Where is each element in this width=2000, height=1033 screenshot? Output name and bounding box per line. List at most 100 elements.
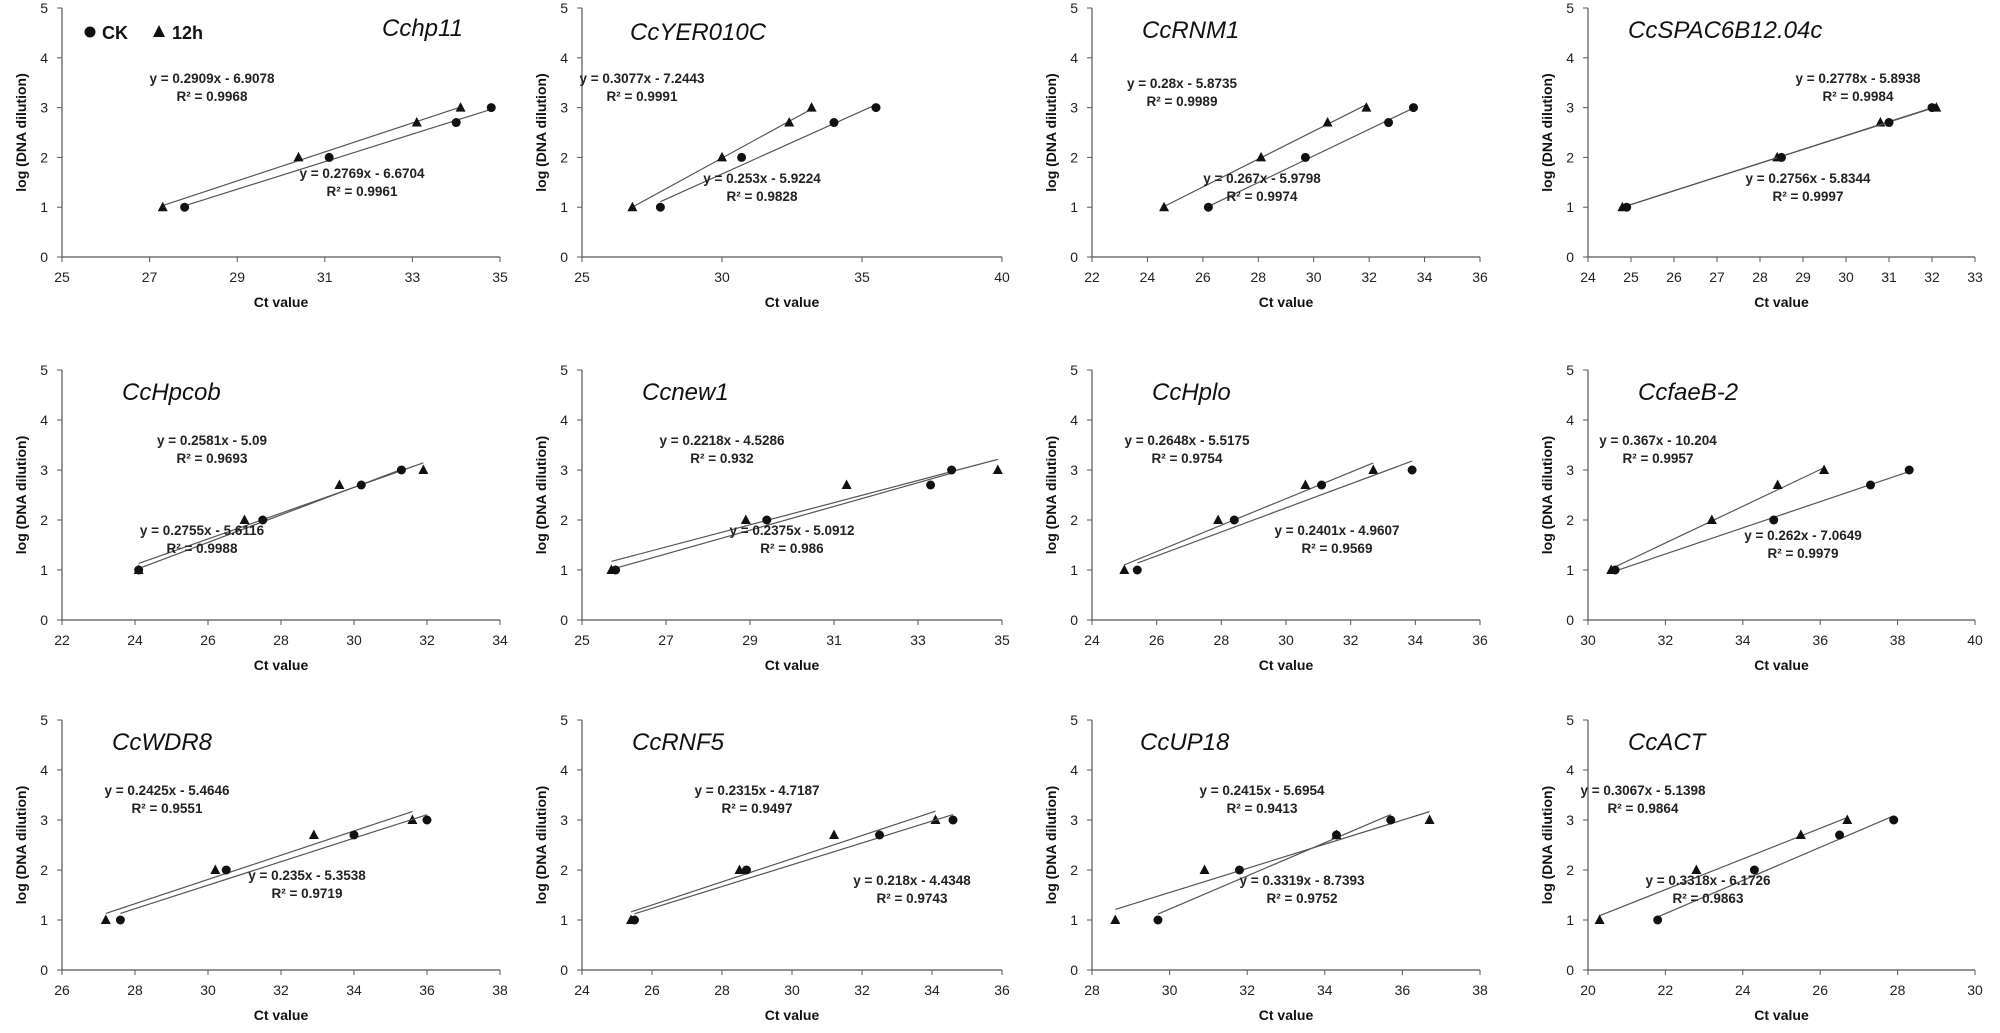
- y-axis-label: log (DNA dilution): [13, 73, 29, 191]
- y-tick-label: 4: [1070, 50, 1078, 66]
- chart-title: CcSPAC6B12.04c: [1628, 17, 1822, 44]
- y-tick-label: 2: [1070, 512, 1078, 528]
- data-point-12h: [1159, 201, 1170, 212]
- data-point-12h: [1706, 514, 1717, 524]
- data-point-ck: [134, 565, 144, 575]
- chart-title: CcRNF5: [632, 729, 725, 756]
- data-point-ck: [829, 118, 839, 128]
- regression-equation: y = 0.2401x - 4.9607: [1275, 523, 1400, 538]
- chart-title: CcRNM1: [1142, 17, 1239, 44]
- y-axis-label: log (DNA dilution): [1539, 73, 1555, 191]
- x-axis-label: Ct value: [254, 294, 309, 310]
- x-axis-label: Ct value: [254, 657, 309, 673]
- x-tick-label: 31: [1881, 269, 1897, 285]
- data-point-ck: [258, 515, 268, 525]
- trendline-ck: [1657, 815, 1894, 918]
- y-tick-label: 0: [40, 962, 48, 978]
- data-point-ck: [1331, 830, 1341, 840]
- r-squared-value: R² = 0.9997: [1773, 189, 1844, 204]
- y-axis-label: log (DNA dilution): [1539, 786, 1555, 904]
- y-tick-label: 5: [1566, 712, 1574, 728]
- trendline-12h: [105, 811, 413, 914]
- chart-panel-cchp11: 0 1 2 3 4 5 25 27 29 31 33 35 Ct value log (DNA dilut…: [13, 0, 508, 310]
- regression-equation: y = 0.267x - 5.9798: [1203, 171, 1321, 186]
- data-point-ck: [1132, 565, 1142, 575]
- x-tick-label: 40: [994, 269, 1010, 285]
- data-point-ck: [1300, 152, 1310, 162]
- y-tick-label: 1: [40, 199, 48, 215]
- x-tick-label: 30: [1967, 982, 1983, 998]
- r-squared-value: R² = 0.9752: [1267, 891, 1338, 906]
- regression-equation: y = 0.2375x - 5.0912: [730, 523, 855, 538]
- x-tick-label: 25: [54, 269, 70, 285]
- x-axis-label: Ct value: [1754, 657, 1809, 673]
- data-point-12h: [1594, 914, 1605, 924]
- x-axis-label: Ct value: [254, 1007, 309, 1023]
- trendline-ck: [660, 104, 877, 203]
- x-tick-label: 26: [200, 632, 216, 648]
- data-point-12h: [740, 514, 751, 524]
- r-squared-value: R² = 0.9979: [1768, 546, 1839, 561]
- x-tick-label: 36: [1472, 632, 1488, 648]
- data-point-12h: [1322, 117, 1333, 127]
- y-tick-label: 3: [560, 812, 568, 828]
- y-tick-label: 4: [560, 50, 568, 66]
- data-point-ck: [655, 202, 665, 212]
- data-point-ck: [1408, 103, 1418, 113]
- y-tick-label: 2: [40, 512, 48, 528]
- x-tick-label: 28: [127, 982, 143, 998]
- trendline-12h: [630, 810, 936, 913]
- data-point-12h: [734, 864, 745, 874]
- y-tick-label: 3: [1070, 812, 1078, 828]
- y-tick-label: 4: [40, 762, 48, 778]
- x-tick-label: 28: [1250, 269, 1266, 285]
- x-tick-label: 22: [1658, 982, 1674, 998]
- y-tick-label: 1: [40, 912, 48, 928]
- y-axis-label: log (DNA dilution): [13, 786, 29, 904]
- data-point-12h: [1819, 464, 1830, 474]
- x-tick-label: 28: [1084, 982, 1100, 998]
- y-tick-label: 2: [1566, 512, 1574, 528]
- regression-equation: y = 0.2756x - 5.8344: [1746, 171, 1871, 186]
- data-point-12h: [717, 151, 727, 162]
- y-tick-label: 1: [1566, 912, 1574, 928]
- regression-equation: y = 0.2769x - 6.6704: [300, 166, 425, 181]
- x-tick-label: 30: [784, 982, 800, 998]
- y-tick-label: 3: [1566, 462, 1574, 478]
- data-point-ck: [947, 465, 957, 475]
- r-squared-value: R² = 0.9719: [272, 886, 343, 901]
- y-tick-label: 3: [1070, 462, 1078, 478]
- y-tick-label: 2: [1070, 149, 1078, 165]
- y-tick-label: 0: [1070, 962, 1078, 978]
- data-point-ck: [742, 865, 751, 875]
- data-point-12h: [806, 102, 817, 112]
- trendline-ck: [615, 472, 952, 569]
- data-point-ck: [871, 103, 881, 113]
- y-tick-label: 0: [560, 249, 568, 265]
- legend-ck-label: CK: [102, 23, 128, 43]
- x-tick-label: 32: [1343, 632, 1359, 648]
- y-tick-label: 1: [1566, 199, 1574, 215]
- regression-equation: y = 0.2909x - 6.9078: [150, 71, 275, 86]
- regression-equation: y = 0.218x - 4.4348: [853, 873, 971, 888]
- x-axis-label: Ct value: [765, 1007, 820, 1023]
- r-squared-value: R² = 0.9754: [1152, 451, 1223, 466]
- data-point-ck: [1384, 118, 1394, 128]
- y-tick-label: 1: [560, 562, 568, 578]
- y-axis-label: log (DNA dilution): [1043, 436, 1059, 554]
- data-point-12h: [1199, 864, 1210, 874]
- r-squared-value: R² = 0.9743: [877, 891, 948, 906]
- chart-title: CcACT: [1628, 729, 1708, 756]
- y-tick-label: 1: [560, 912, 568, 928]
- x-tick-label: 36: [1395, 982, 1411, 998]
- data-point-12h: [1256, 151, 1267, 162]
- legend: CK 12h: [84, 23, 203, 43]
- x-tick-label: 34: [1735, 632, 1751, 648]
- legend-12h-marker: [153, 25, 165, 37]
- y-tick-label: 1: [1070, 912, 1078, 928]
- r-squared-value: R² = 0.9413: [1227, 801, 1298, 816]
- data-point-ck: [630, 915, 639, 925]
- chart-title: Cchp11: [382, 15, 463, 42]
